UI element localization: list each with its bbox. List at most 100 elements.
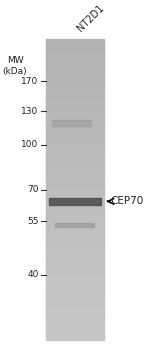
Bar: [46, 69, 104, 73]
Bar: [46, 87, 104, 91]
Bar: [46, 279, 104, 283]
Bar: [46, 222, 104, 226]
Bar: [46, 231, 104, 235]
Bar: [46, 261, 104, 265]
Bar: [46, 318, 104, 322]
Bar: [46, 333, 104, 337]
Text: 100: 100: [21, 140, 39, 149]
Bar: [46, 93, 104, 97]
Bar: [46, 123, 104, 127]
Bar: [46, 129, 104, 133]
Bar: [46, 54, 104, 58]
Bar: [46, 291, 104, 295]
Bar: [46, 171, 104, 175]
Text: MW
(kDa): MW (kDa): [3, 56, 27, 76]
Bar: [52, 120, 91, 126]
Bar: [46, 105, 104, 109]
Bar: [46, 225, 104, 229]
Text: CEP70: CEP70: [111, 196, 144, 207]
Bar: [46, 90, 104, 94]
Bar: [46, 270, 104, 274]
Bar: [46, 264, 104, 268]
Bar: [46, 204, 104, 208]
Bar: [46, 180, 104, 184]
Bar: [46, 336, 104, 340]
Bar: [46, 309, 104, 313]
Text: 40: 40: [27, 270, 39, 279]
Bar: [46, 267, 104, 271]
Bar: [46, 237, 104, 241]
Bar: [46, 246, 104, 250]
Text: 55: 55: [27, 217, 39, 226]
Bar: [46, 165, 104, 169]
Bar: [46, 84, 104, 88]
Bar: [46, 189, 104, 193]
Bar: [46, 192, 104, 196]
Bar: [46, 150, 104, 154]
Bar: [46, 297, 104, 301]
Bar: [46, 39, 104, 43]
Bar: [46, 45, 104, 49]
Bar: [46, 303, 104, 307]
Bar: [46, 126, 104, 130]
Bar: [46, 315, 104, 319]
Bar: [46, 240, 104, 244]
Text: 130: 130: [21, 107, 39, 116]
Bar: [46, 213, 104, 217]
Bar: [46, 243, 104, 247]
Bar: [46, 114, 104, 118]
Bar: [46, 72, 104, 76]
Bar: [46, 330, 104, 334]
Bar: [46, 312, 104, 316]
Bar: [46, 81, 104, 85]
Bar: [49, 198, 101, 205]
Bar: [46, 66, 104, 70]
Bar: [46, 321, 104, 325]
Bar: [46, 156, 104, 160]
Bar: [46, 252, 104, 256]
Bar: [46, 159, 104, 163]
Text: NT2D1: NT2D1: [75, 2, 106, 33]
Bar: [46, 111, 104, 115]
Bar: [46, 51, 104, 55]
Text: 170: 170: [21, 77, 39, 86]
Bar: [46, 60, 104, 64]
Bar: [46, 162, 104, 166]
Bar: [46, 174, 104, 178]
Bar: [46, 138, 104, 142]
Bar: [46, 96, 104, 100]
Bar: [46, 273, 104, 277]
Bar: [46, 141, 104, 145]
Bar: [46, 210, 104, 214]
Bar: [46, 183, 104, 187]
Bar: [46, 75, 104, 79]
Bar: [46, 219, 104, 223]
Bar: [46, 306, 104, 310]
Bar: [46, 294, 104, 298]
Bar: [55, 223, 93, 227]
Bar: [46, 282, 104, 286]
Bar: [46, 195, 104, 199]
Bar: [46, 228, 104, 232]
Bar: [46, 288, 104, 292]
Bar: [46, 102, 104, 106]
Bar: [46, 48, 104, 52]
Bar: [46, 57, 104, 61]
Bar: [46, 147, 104, 151]
Bar: [46, 177, 104, 181]
Bar: [46, 255, 104, 259]
Bar: [46, 285, 104, 289]
Bar: [46, 324, 104, 328]
Text: 70: 70: [27, 185, 39, 194]
Bar: [46, 42, 104, 46]
Bar: [46, 300, 104, 304]
Bar: [46, 168, 104, 172]
Bar: [46, 135, 104, 139]
Bar: [46, 153, 104, 157]
Bar: [46, 63, 104, 67]
Bar: [46, 258, 104, 262]
Bar: [46, 327, 104, 331]
Bar: [46, 120, 104, 124]
Bar: [46, 78, 104, 82]
Bar: [46, 201, 104, 205]
